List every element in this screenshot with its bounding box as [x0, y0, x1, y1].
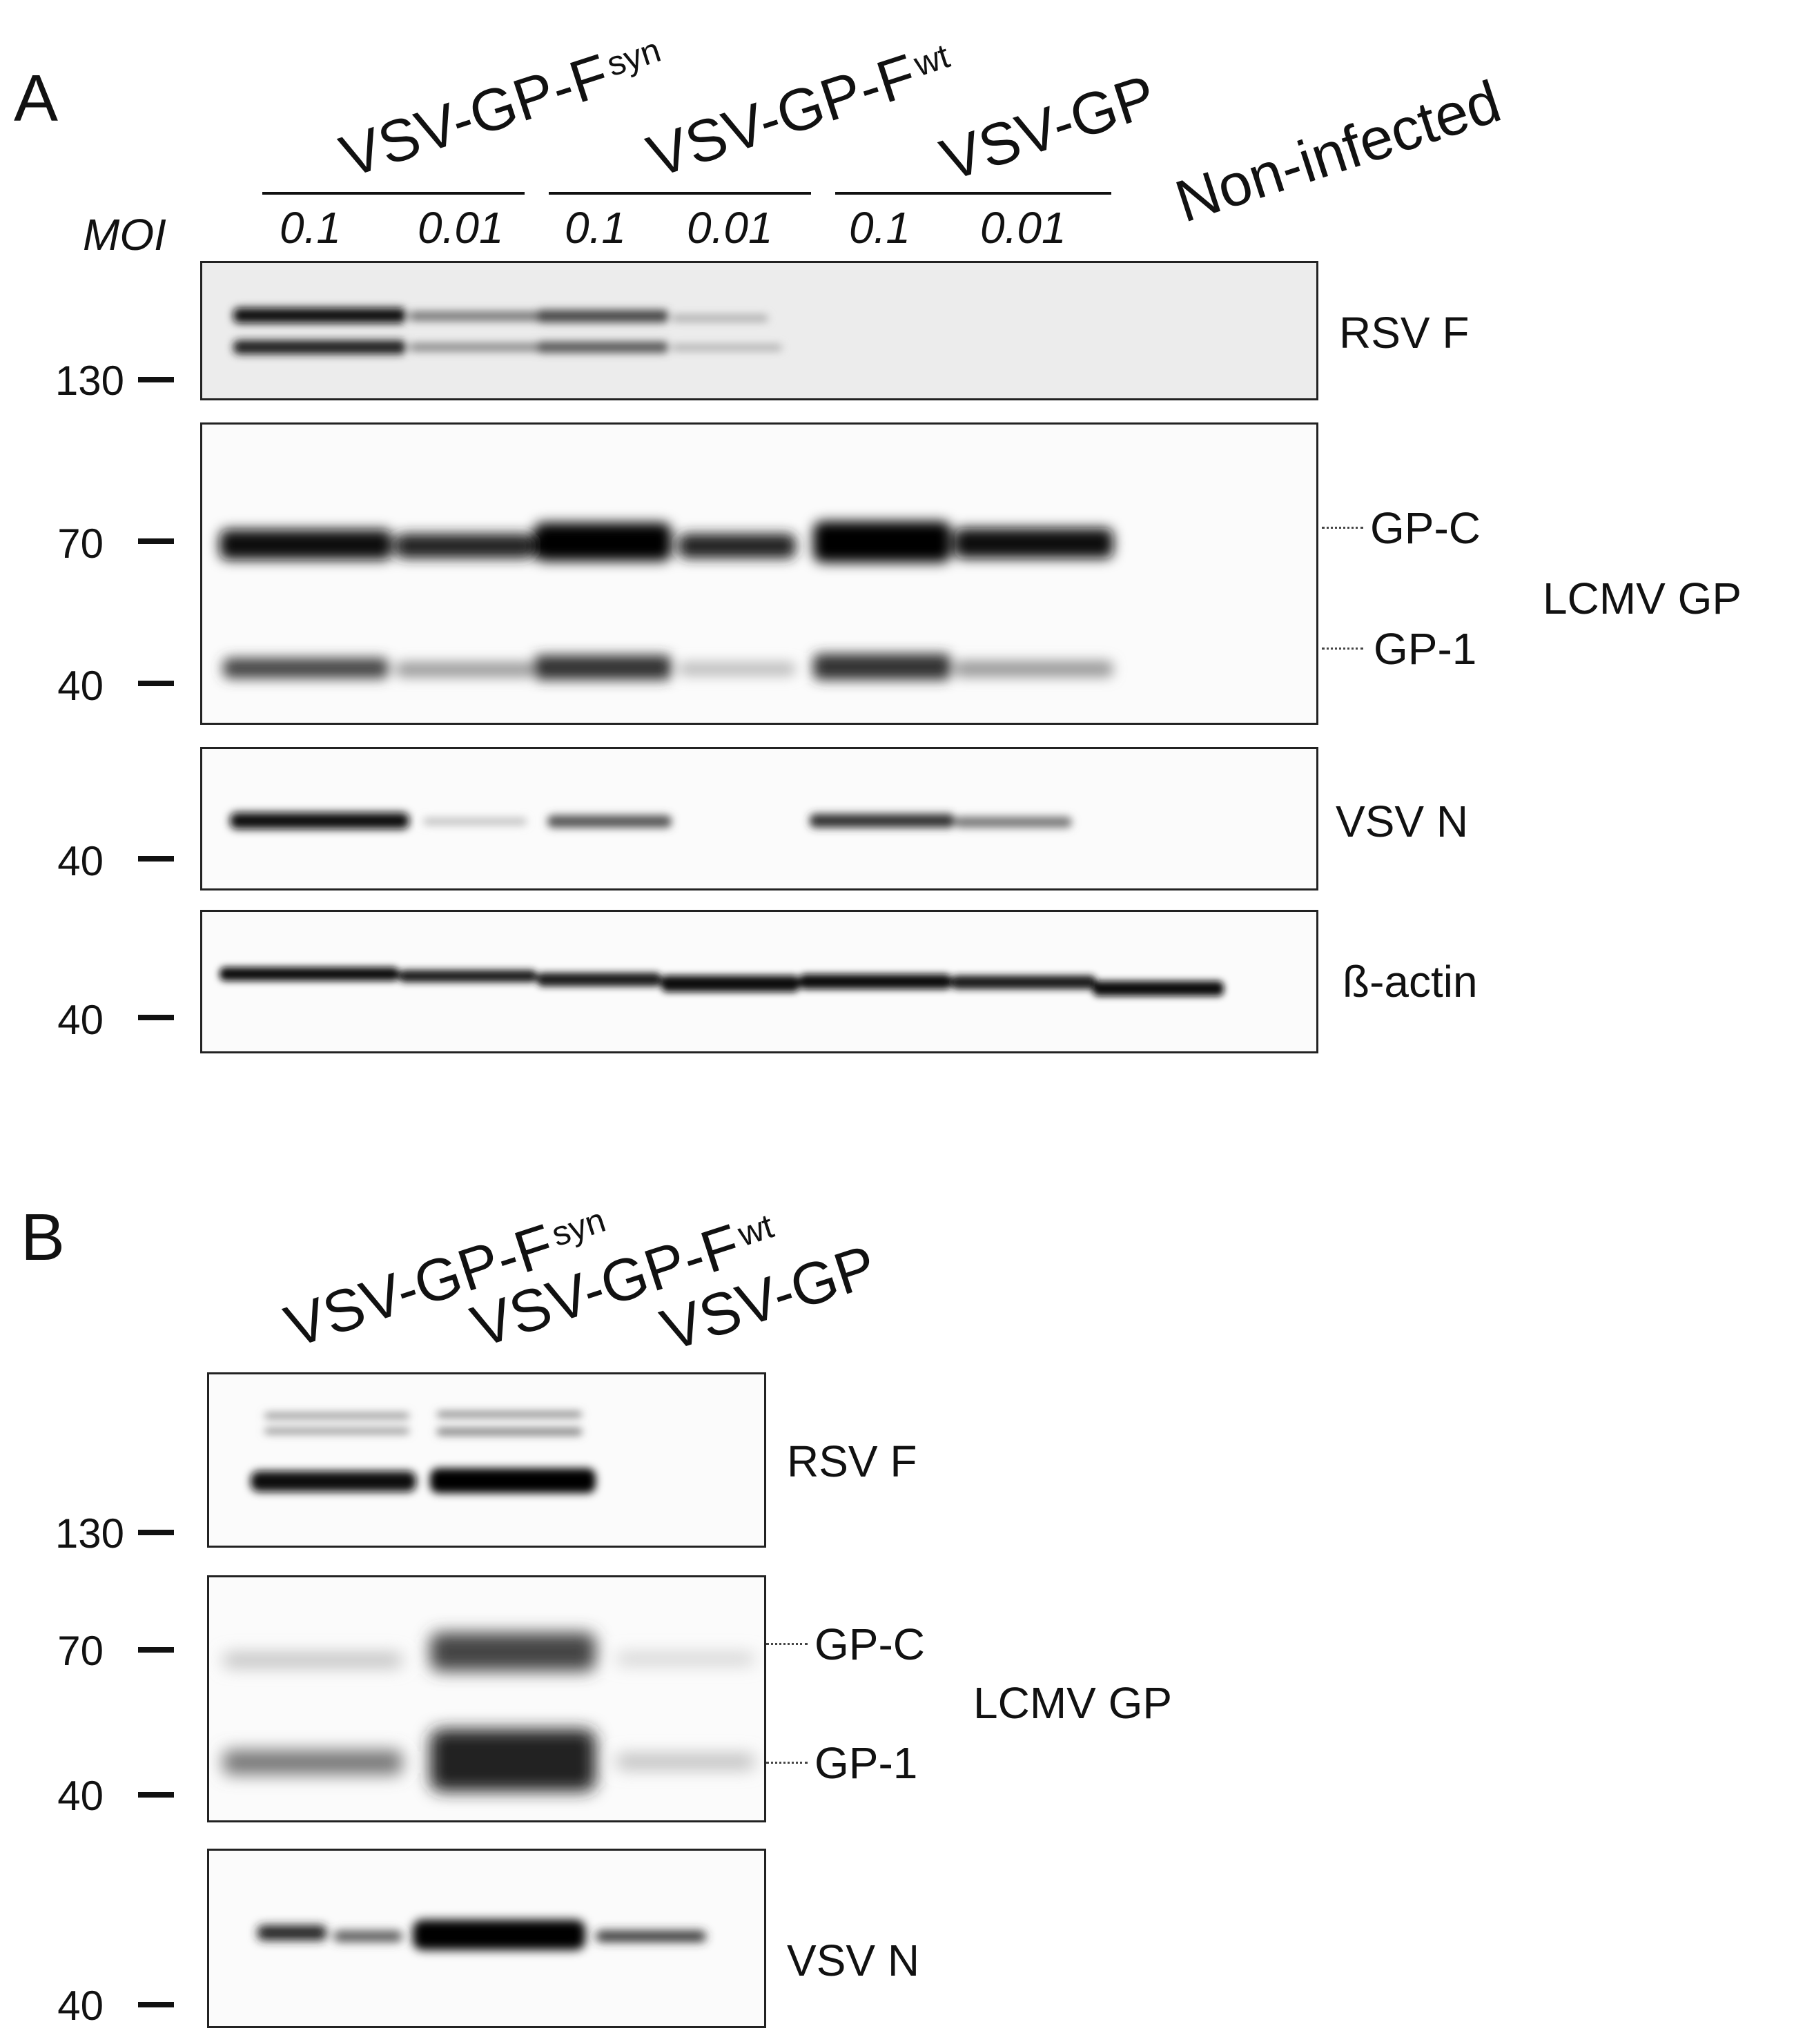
marker-label: 40 [57, 1983, 104, 2029]
marker-label: 40 [57, 663, 104, 709]
moi-value: 0.1 [849, 203, 910, 253]
blot-a-vsv-n-label: VSV N [1336, 797, 1469, 846]
gp-c-leader [766, 1643, 808, 1645]
marker-tick [138, 856, 174, 862]
group-subscript: syn [602, 30, 665, 84]
marker-tick [138, 538, 174, 544]
blot-b-vsv-n [207, 1849, 766, 2028]
marker-label: 70 [57, 1628, 104, 1674]
panel-a-letter: A [14, 61, 59, 135]
blot-b-rsv-f-label: RSV F [787, 1437, 917, 1486]
panel-b-letter: B [21, 1200, 66, 1274]
marker-tick [138, 377, 174, 382]
group-subscript: wt [909, 36, 955, 84]
blot-b-lcmv-gp-label: LCMV GP [973, 1678, 1173, 1728]
blot-b-lcmv-gp [207, 1575, 766, 1822]
marker-label: 40 [57, 997, 104, 1043]
blot-a-actin-bands [219, 967, 1224, 996]
group-a2-underline [549, 192, 811, 195]
group-a1-label: VSV-GP-Fsyn [332, 27, 670, 191]
blot-a-gp-1-label: GP-1 [1374, 624, 1477, 674]
moi-label: MOI [83, 210, 166, 260]
moi-value: 0.01 [687, 203, 773, 253]
group-a3-label: VSV-GP [933, 62, 1164, 193]
marker-tick [138, 1015, 174, 1020]
group-subscript: wt [733, 1206, 779, 1254]
marker-tick [138, 1792, 174, 1798]
gp-1-leader [766, 1762, 808, 1764]
group-name: VSV-GP [933, 62, 1164, 194]
marker-label: 40 [57, 838, 104, 884]
blot-a-rsv-f [200, 261, 1318, 400]
marker-label: 40 [57, 1773, 104, 1819]
group-name: VSV-GP-F [639, 41, 924, 191]
blot-b-vsv-n-bands [257, 1920, 706, 1950]
blot-b-rsv-f [207, 1372, 766, 1548]
group-a1-underline [262, 192, 525, 195]
group-subscript: syn [547, 1200, 610, 1254]
blot-a-gp-c-label: GP-C [1370, 503, 1481, 553]
marker-label: 130 [55, 1510, 124, 1557]
blot-b-vsv-n-label: VSV N [787, 1936, 920, 1985]
moi-value: 0.1 [280, 203, 341, 253]
marker-tick [138, 681, 174, 686]
moi-value: 0.1 [565, 203, 626, 253]
moi-value: 0.01 [980, 203, 1066, 253]
non-infected-label: Non-infected [1167, 68, 1509, 235]
blot-a-vsv-n-bands [230, 812, 1072, 829]
marker-tick [138, 2002, 174, 2007]
blot-a-lcmv-gp-label: LCMV GP [1543, 574, 1742, 623]
blot-a-lcmv-gp-bands [219, 521, 1113, 680]
moi-value: 0.01 [418, 203, 504, 253]
group-name: VSV-GP-F [332, 41, 617, 191]
blot-b-rsv-f-bands [251, 1412, 596, 1493]
gp-c-leader [1322, 527, 1363, 529]
marker-tick [138, 1530, 174, 1535]
blot-a-vsv-n [200, 747, 1318, 890]
group-a2-label: VSV-GP-Fwt [639, 33, 959, 191]
blot-b-lcmv-gp-bands [223, 1633, 754, 1791]
gp-1-leader [1322, 648, 1363, 650]
marker-tick [138, 1647, 174, 1653]
blot-a-rsv-f-bands [233, 308, 782, 354]
marker-label: 70 [57, 520, 104, 567]
blot-b-gp-1-label: GP-1 [814, 1738, 918, 1788]
blot-b-gp-c-label: GP-C [814, 1619, 925, 1669]
group-a3-underline [835, 192, 1111, 195]
blot-a-lcmv-gp [200, 422, 1318, 725]
marker-label: 130 [55, 358, 124, 404]
blot-a-rsv-f-label: RSV F [1339, 308, 1470, 358]
blot-a-actin [200, 910, 1318, 1053]
blot-a-actin-label: ß-actin [1343, 957, 1478, 1006]
